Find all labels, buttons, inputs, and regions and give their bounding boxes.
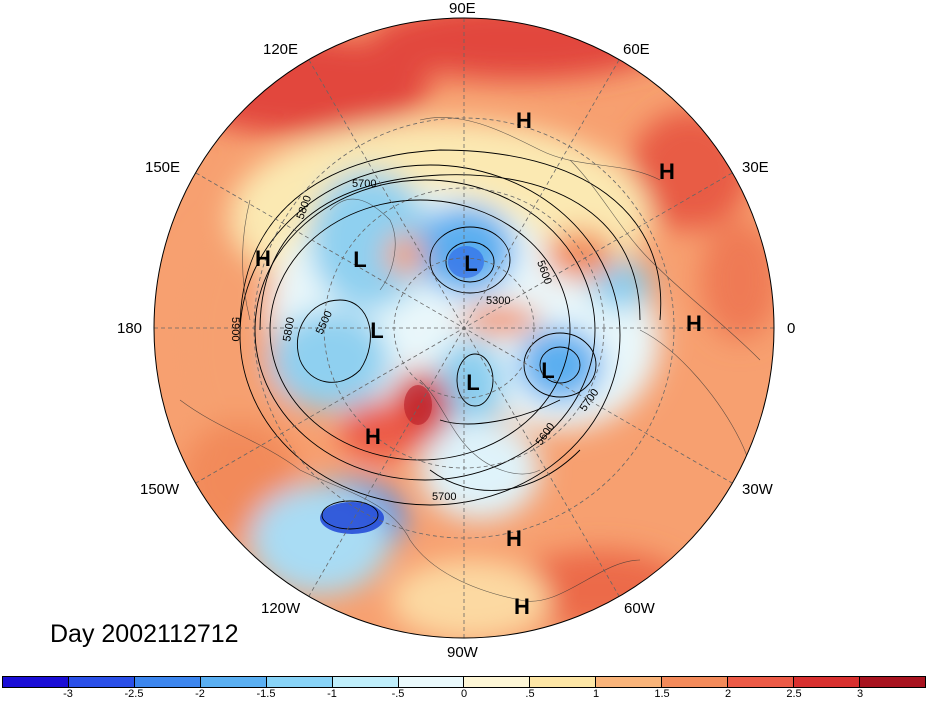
center-low-hudson: L (466, 370, 479, 395)
center-high-pacific: H (255, 246, 271, 271)
center-high-siberia: H (516, 108, 532, 133)
center-high-caribbean: H (506, 526, 522, 551)
colorbar-segment (266, 677, 333, 687)
colorbar-segment (200, 677, 267, 687)
lon-label-30w: 30W (742, 481, 773, 498)
center-high-central-america: H (514, 594, 530, 619)
colorbar-tick-label: .5 (525, 688, 535, 700)
colorbar-tick-label: 1 (592, 688, 600, 700)
colorbar-tick-label: -3 (63, 688, 73, 700)
colorbar-tick-label: 0 (460, 688, 468, 700)
lon-label-120e: 120E (263, 41, 299, 58)
center-low-arctic: L (464, 251, 477, 276)
colorbar-segment (596, 677, 663, 687)
colorbar-tick-label: 3 (856, 688, 864, 700)
colorbar-segment (728, 677, 795, 687)
contour-label: 5800 (281, 316, 297, 342)
contour-label: 5700 (432, 491, 456, 503)
colorbar-segment (530, 677, 597, 687)
colorbar-segment (3, 677, 69, 687)
lon-label-120w: 120W (261, 600, 301, 617)
colorbar-tick-label: -.5 (391, 688, 405, 700)
colorbar-tick-label: -1 (327, 688, 337, 700)
lon-label-0: 0 (787, 320, 796, 337)
center-high-alaska: H (365, 424, 381, 449)
day-label: Day 2002112712 (50, 620, 239, 648)
colorbar-tick-label: -1.5 (256, 688, 276, 700)
contour-label: 5700 (352, 178, 376, 190)
lon-label-90w: 90W (447, 644, 478, 661)
colorbar-segment (859, 677, 925, 687)
lon-label-150w: 150W (140, 481, 180, 498)
lon-label-60w: 60W (624, 600, 655, 617)
colorbar-tick-label: -2.5 (124, 688, 144, 700)
colorbar-tick-label: 2.5 (786, 688, 802, 700)
center-high-ural: H (659, 159, 675, 184)
polar-map: H H H H H H H L L L L L 5700 5800 5500 5… (153, 17, 775, 639)
lon-label-180: 180 (117, 320, 143, 337)
center-high-atlantic: H (686, 311, 702, 336)
lon-label-30e: 30E (742, 159, 769, 176)
colorbar-segment (398, 677, 465, 687)
colorbar-segment (464, 677, 531, 687)
colorbar-ticks: -3 -2.5 -2 -1.5 -1 -.5 0 .5 1 1.5 2 2.5 3 (0, 688, 928, 702)
lon-label-150e: 150E (145, 159, 181, 176)
colorbar-tick-label: 2 (724, 688, 732, 700)
colorbar-segment (794, 677, 860, 687)
center-low-aleutian: L (370, 318, 383, 343)
colorbar-segment (662, 677, 729, 687)
colorbar-tick-label: -2 (195, 688, 205, 700)
colorbar-segment (134, 677, 201, 687)
center-low-east-asia: L (353, 247, 366, 272)
colorbar-segment (332, 677, 399, 687)
contour-label: 5300 (486, 295, 510, 307)
colorbar-tick-label: 1.5 (654, 688, 670, 700)
center-low-greenland: L (541, 358, 554, 383)
map-boundary (153, 17, 775, 639)
contour-label: 5900 (229, 317, 241, 341)
lon-label-90e: 90E (449, 0, 476, 17)
colorbar-segment (68, 677, 135, 687)
lon-label-60e: 60E (623, 41, 650, 58)
colorbar (2, 676, 926, 688)
